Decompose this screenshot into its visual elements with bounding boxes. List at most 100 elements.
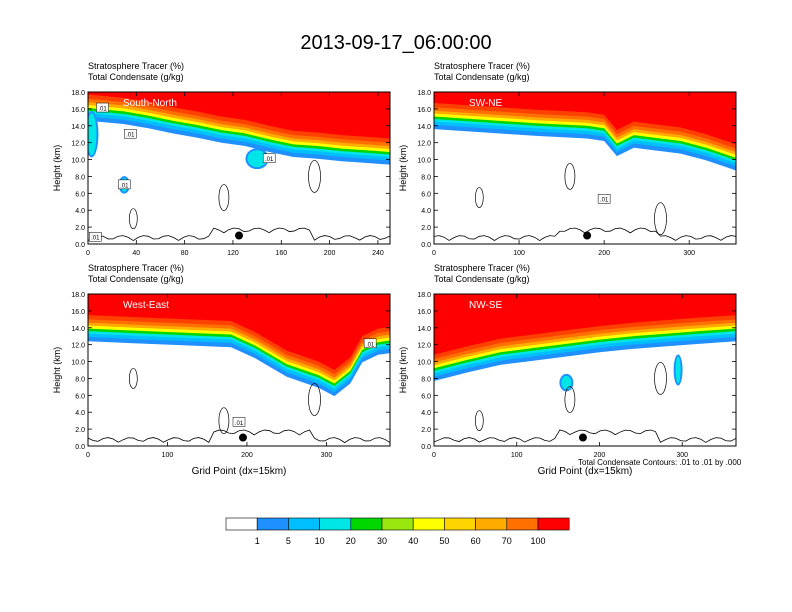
colorbar-swatch-0 (225, 517, 258, 531)
panel-title-line1: Stratosphere Tracer (%) (88, 61, 184, 71)
y-tick-label: 12.0 (71, 141, 85, 148)
y-tick-label: 10.0 (417, 360, 431, 367)
x-tick-label: 80 (181, 250, 189, 257)
x-tick-label: 200 (324, 250, 336, 257)
x-tick-label: 160 (275, 250, 287, 257)
contour-label-box-3 (262, 153, 276, 163)
location-marker (235, 231, 243, 240)
tracer-core (434, 92, 736, 145)
colorbar-label: 1 (255, 536, 260, 546)
y-tick-label: 16.0 (417, 309, 431, 316)
location-marker (238, 433, 247, 442)
plot-area: .01 .01 (88, 294, 390, 446)
footnote: Total Condensate Contours: .01 to .01 by… (578, 458, 742, 467)
panel-south-north: .01 .01 .01 .01 .01 South-North Stratosphere T… (52, 61, 391, 257)
y-tick-label: 10.0 (417, 158, 431, 165)
panel-title-line1: Stratosphere Tracer (%) (434, 61, 530, 71)
condensate-contour-1 (564, 386, 576, 413)
panel-title-line2: Total Condensate (g/kg) (434, 72, 530, 82)
y-tick-label: 12.0 (417, 343, 431, 350)
contour-label-box-4 (88, 231, 102, 242)
condensate-contour-2 (654, 362, 667, 395)
panel-title-line1: Stratosphere Tracer (%) (88, 263, 184, 273)
contour-label-box-0 (597, 193, 611, 204)
y-tick-label: 10.0 (71, 360, 85, 367)
tracer-core (88, 92, 390, 139)
panel-label: South-North (123, 98, 177, 109)
y-tick-label: 6.0 (421, 393, 431, 400)
contour-label-box-1 (124, 128, 137, 139)
x-tick-label: 300 (321, 452, 333, 459)
x-tick-label: 0 (86, 250, 90, 257)
x-tick-label: 300 (676, 452, 688, 459)
panel-label: West-East (123, 300, 169, 311)
colorbar-swatch-7 (444, 517, 476, 531)
panel-title-line2: Total Condensate (g/kg) (88, 72, 184, 82)
y-tick-label: 6.0 (421, 191, 431, 198)
condensate-contour-2 (654, 202, 667, 236)
condensate-contour-2 (308, 383, 321, 416)
condensate-contour-0 (128, 368, 138, 389)
colorbar-swatch-2 (288, 517, 320, 531)
contour-label-box-2 (117, 179, 131, 190)
y-axis-label: Height (km) (52, 347, 62, 394)
x-tick-label: 200 (594, 452, 606, 459)
y-tick-label: 4.0 (75, 410, 85, 417)
colorbar-swatch-6 (412, 517, 445, 531)
tracer-blob-core-0 (88, 113, 97, 156)
panel-label: NW-SE (469, 300, 502, 311)
y-tick-label: 8.0 (421, 174, 431, 181)
y-tick-label: 10.0 (71, 158, 85, 165)
plot-frame (87, 91, 391, 245)
x-tick-label: 200 (241, 452, 253, 459)
panel-label: SW-NE (469, 98, 502, 109)
colorbar-swatch-4 (350, 517, 383, 531)
y-tick-label: 0.0 (75, 242, 85, 249)
y-tick-label: 4.0 (421, 410, 431, 417)
x-tick-label: 40 (132, 250, 140, 257)
contour-label: .01 (91, 236, 100, 242)
colorbar: 1 5 10 20 30 40 50 60 70 100 (225, 517, 570, 546)
x-tick-label: 100 (511, 452, 523, 459)
contour-label-box-1 (232, 417, 246, 427)
y-tick-label: 12.0 (71, 343, 85, 350)
panel-title-line1: Stratosphere Tracer (%) (434, 263, 530, 273)
y-tick-label: 8.0 (421, 376, 431, 383)
plot-area: .01 .01 .01 .01 .01 (88, 92, 390, 244)
tracer-blob-core-1 (675, 356, 681, 384)
y-tick-label: 2.0 (75, 427, 85, 434)
colorbar-swatch-5 (381, 517, 414, 531)
y-tick-label: 18.0 (71, 292, 85, 299)
y-tick-label: 6.0 (75, 191, 85, 198)
y-tick-label: 2.0 (421, 427, 431, 434)
contour-label: .01 (235, 421, 244, 427)
condensate-contour-surface (88, 227, 390, 242)
plot-frame (87, 293, 391, 447)
y-tick-label: 0.0 (421, 444, 431, 451)
y-tick-label: 0.0 (75, 444, 85, 451)
y-tick-label: 2.0 (75, 225, 85, 232)
colorbar-label: 20 (346, 536, 356, 546)
condensate-contour-0 (474, 410, 484, 432)
y-tick-label: 16.0 (417, 107, 431, 114)
y-tick-label: 12.0 (417, 141, 431, 148)
y-tick-label: 8.0 (75, 174, 85, 181)
y-tick-label: 18.0 (417, 90, 431, 97)
y-tick-label: 18.0 (417, 292, 431, 299)
plot-area (434, 294, 736, 446)
y-tick-label: 16.0 (71, 107, 85, 114)
y-tick-label: 6.0 (75, 393, 85, 400)
x-axis-label: Grid Point (dx=15km) (538, 466, 633, 477)
contour-label: .01 (600, 198, 609, 204)
panel-title-line2: Total Condensate (g/kg) (434, 274, 530, 284)
tracer-blob-core-2 (247, 150, 267, 168)
condensate-contour-surface (434, 429, 736, 443)
y-tick-label: 14.0 (417, 124, 431, 131)
condensate-contour-0 (474, 187, 484, 208)
x-tick-label: 300 (683, 250, 695, 257)
colorbar-swatch-3 (319, 517, 352, 531)
colorbar-label: 50 (439, 536, 449, 546)
contour-label: .01 (265, 157, 274, 163)
condensate-contour-1 (564, 163, 576, 190)
